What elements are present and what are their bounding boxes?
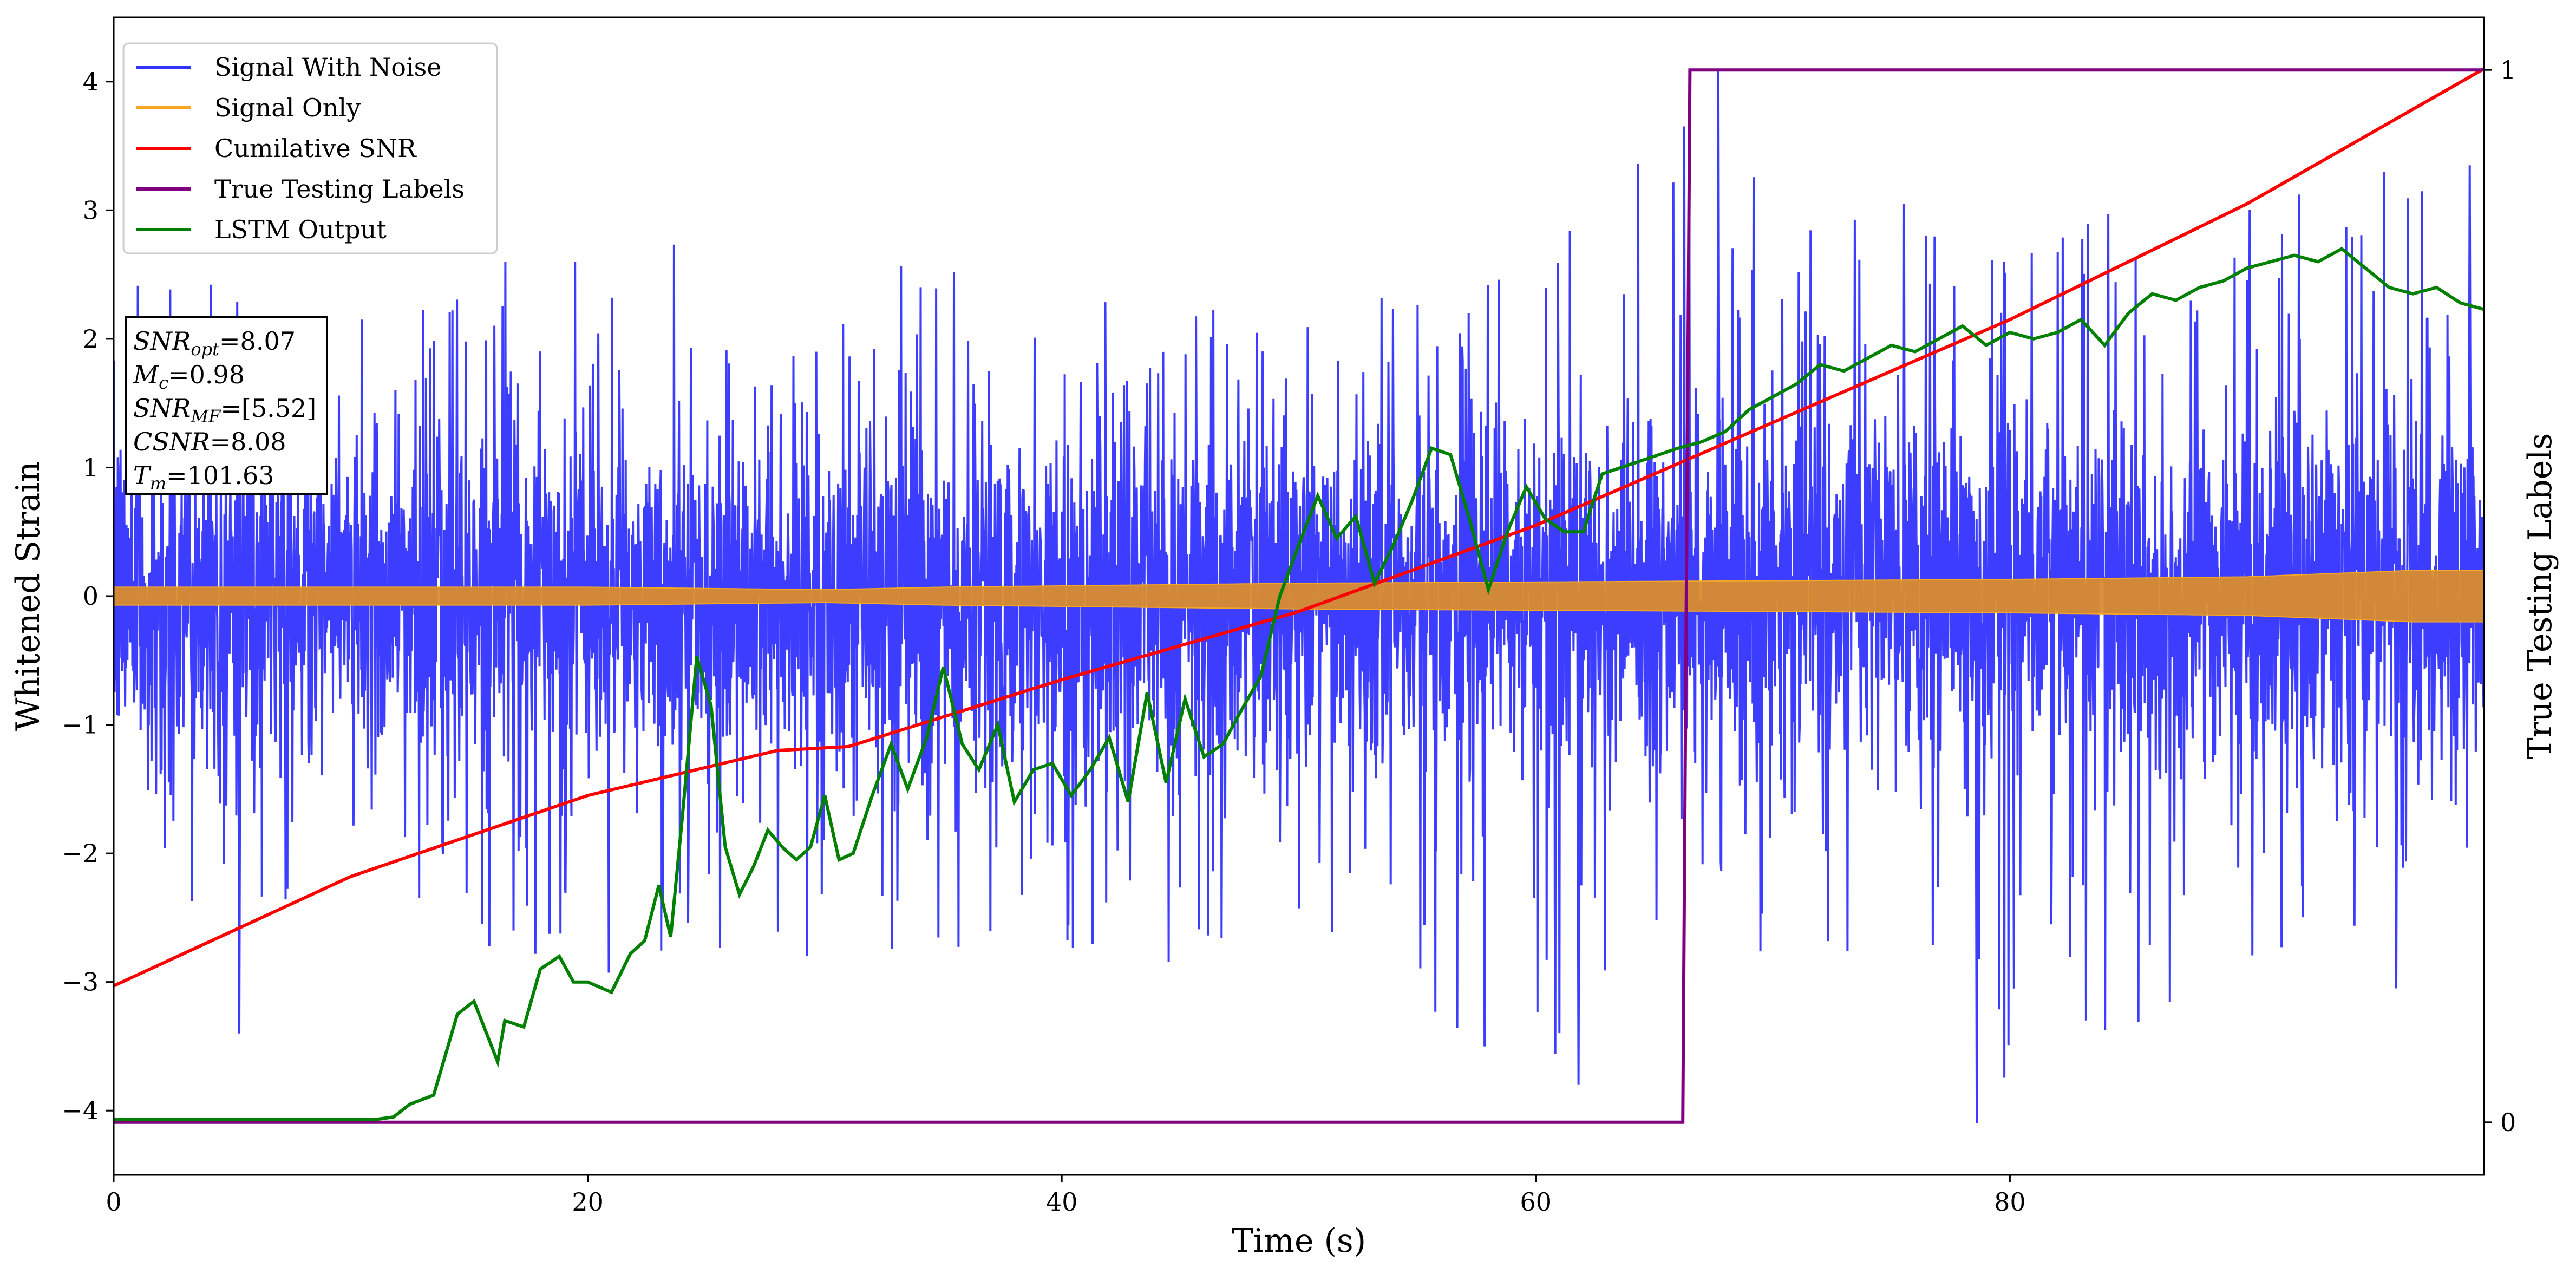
x-tick-label: 0: [106, 1187, 121, 1217]
x-tick-label: 80: [1994, 1187, 2026, 1217]
y-tick-label: −1: [62, 710, 99, 740]
series-signal-only: [114, 570, 2484, 623]
info-value: =101.63: [166, 461, 274, 490]
info-box-frame: [125, 316, 328, 495]
info-line-1: Mc=0.98: [133, 360, 245, 393]
info-subscript: MF: [190, 406, 221, 427]
info-value: =8.08: [210, 427, 286, 456]
x-tick-label: 60: [1520, 1187, 1552, 1217]
info-box: SNRopt=8.07Mc=0.98SNRMF=[5.52]CSNR=8.08T…: [125, 316, 328, 495]
y-tick-label: 0: [83, 582, 99, 611]
y-tick-label: 4: [83, 67, 99, 96]
legend-box: [122, 42, 498, 254]
y-tick-label: 1: [83, 453, 99, 482]
plot-area: [114, 67, 2484, 1124]
info-subscript: c: [159, 373, 168, 393]
y2-tick-label: 1: [2500, 55, 2516, 84]
x-axis-title: Time (s): [1232, 1222, 1366, 1260]
info-line-4: Tm=101.63: [133, 461, 274, 494]
info-var: SNR: [133, 394, 191, 423]
legend-label: Signal Only: [214, 93, 361, 122]
y2-tick-label: 0: [2500, 1108, 2516, 1137]
info-line-0: SNRopt=8.07: [133, 326, 296, 360]
y-tick-label: 2: [83, 324, 99, 354]
y-tick-label: 3: [83, 195, 99, 225]
y-tick-label: −2: [62, 839, 99, 868]
info-var: SNR: [133, 326, 191, 356]
info-value: =[5.52]: [220, 394, 316, 423]
y-tick-label: −3: [62, 968, 99, 997]
legend-label: LSTM Output: [214, 215, 387, 244]
y2-axis-title: True Testing Labels: [2521, 433, 2559, 760]
y-tick-label: −4: [62, 1096, 99, 1125]
series-true-testing-labels: [114, 68, 2484, 1124]
legend: Signal With Noise Signal Only Cumilative S…: [122, 42, 498, 254]
x-tick-label: 20: [572, 1187, 604, 1217]
series-lstm-output: [114, 247, 2484, 1121]
legend-label: Cumilative SNR: [214, 134, 417, 163]
x-tick-label: 40: [1046, 1187, 1078, 1217]
info-subscript: opt: [191, 339, 219, 360]
info-var: T: [133, 461, 152, 490]
info-line-3: CSNR=8.08: [133, 427, 286, 456]
info-var: M: [133, 360, 160, 389]
series-cumilative-snr: [114, 67, 2484, 988]
info-value: =8.07: [219, 326, 296, 356]
legend-label: Signal With Noise: [214, 53, 441, 82]
info-line-2: SNRMF=[5.52]: [133, 394, 316, 427]
info-subscript: m: [150, 473, 166, 494]
info-value: =0.98: [168, 360, 245, 389]
y-axis-title: Whitened Strain: [9, 461, 47, 731]
info-var: CSNR: [133, 427, 210, 456]
legend-label: True Testing Labels: [214, 174, 465, 204]
